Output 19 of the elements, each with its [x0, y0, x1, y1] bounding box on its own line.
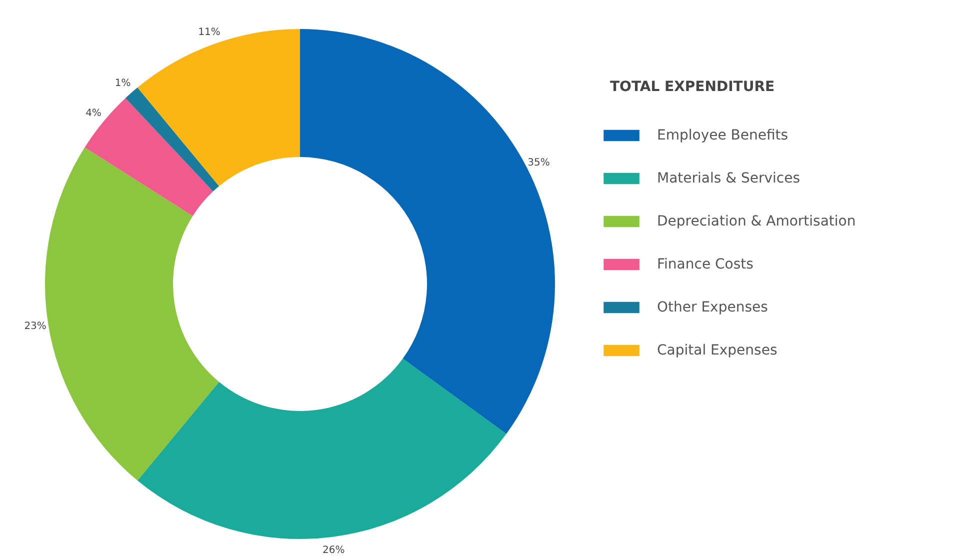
donut-slice [137, 358, 506, 538]
legend-label: Capital Expenses [657, 342, 778, 358]
donut-slice [125, 88, 220, 192]
data-label: 4% [86, 108, 102, 120]
legend-label: Other Expenses [657, 300, 768, 316]
data-label: 35% [528, 157, 550, 168]
donut-slice [300, 29, 555, 434]
legend-label: Materials & Services [657, 170, 800, 186]
donut-slice [84, 98, 214, 216]
legend-label: Depreciation & Amortisation [657, 214, 856, 230]
data-label: 26% [322, 544, 345, 556]
donut-slice [45, 147, 220, 480]
legend-title: TOTAL EXPENDITURE [610, 79, 775, 95]
data-label: 11% [198, 26, 220, 38]
data-label: 1% [114, 78, 131, 89]
donut-slice [137, 29, 300, 186]
legend-label: Finance Costs [657, 256, 754, 272]
data-label: 23% [24, 320, 46, 332]
legend-label: Employee Benefits [657, 128, 788, 144]
